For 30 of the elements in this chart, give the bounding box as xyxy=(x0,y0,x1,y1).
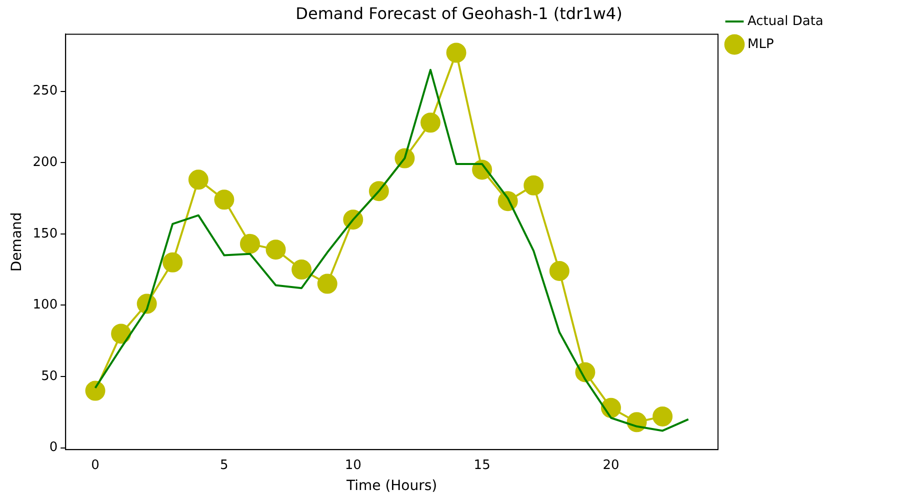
x-axis-title: Time (Hours) xyxy=(345,478,438,494)
point xyxy=(111,324,132,344)
x-tick-label: 0 xyxy=(91,458,100,473)
point xyxy=(652,406,673,426)
point xyxy=(317,274,338,294)
point xyxy=(214,190,234,210)
y-axis-title: Demand xyxy=(9,212,26,272)
x-tick-label: 20 xyxy=(602,458,620,473)
y-tick-label: 200 xyxy=(32,154,58,170)
point xyxy=(188,170,208,190)
x-tick-label: 10 xyxy=(344,458,362,473)
point xyxy=(446,42,466,63)
legend-label: Actual Data xyxy=(748,14,824,29)
y-tick-label: 0 xyxy=(49,440,58,456)
y-tick-label: 50 xyxy=(41,368,58,384)
y-tick-label: 100 xyxy=(32,298,58,313)
point xyxy=(292,260,312,280)
chart-title: Demand Forecast of Geohash-1 (tdr1w4) xyxy=(296,4,622,23)
point xyxy=(266,240,286,260)
y-tick-label: 250 xyxy=(32,84,58,99)
point xyxy=(240,234,260,254)
legend-label: MLP xyxy=(748,36,774,52)
x-tick-label: 15 xyxy=(474,458,490,473)
y-tick-label: 150 xyxy=(32,226,58,242)
point xyxy=(524,175,544,196)
point xyxy=(85,380,106,401)
point xyxy=(162,252,183,272)
point xyxy=(420,112,440,133)
point xyxy=(549,260,570,281)
x-tick-label: 5 xyxy=(220,458,228,473)
